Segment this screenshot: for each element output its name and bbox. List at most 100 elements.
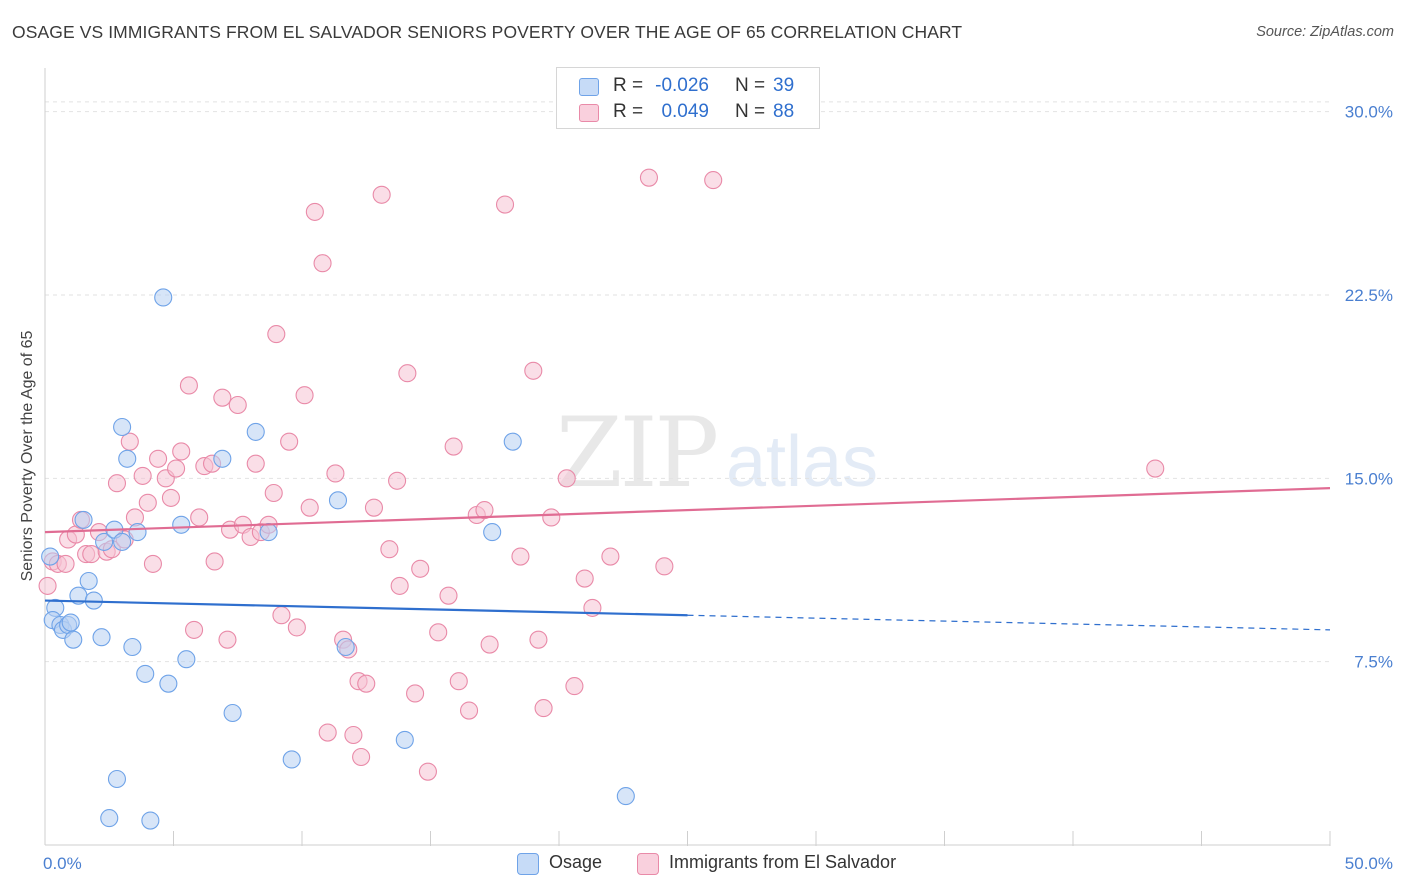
legend-swatch-osage: [579, 78, 599, 96]
osage-point: [172, 515, 191, 534]
osage-point: [154, 288, 173, 307]
el-salvador-point: [352, 747, 371, 767]
osage-point: [123, 637, 142, 657]
el-salvador-point: [138, 493, 157, 512]
el-salvador-point: [172, 442, 191, 461]
el-salvador-point: [1146, 459, 1165, 478]
series-legend: Osage Immigrants from El Salvador: [0, 851, 1406, 879]
el-salvador-point: [529, 630, 548, 649]
osage-point: [92, 628, 111, 647]
el-salvador-point: [305, 202, 324, 221]
el-salvador-point: [185, 620, 204, 639]
el-salvador-point: [444, 437, 463, 456]
legend-n-value-el-salvador: 88: [773, 101, 795, 122]
el-salvador-point: [228, 395, 247, 415]
el-salvador-point: [565, 677, 584, 696]
osage-point: [41, 547, 60, 566]
el-salvador-point: [411, 559, 430, 578]
el-salvador-point: [318, 723, 337, 742]
osage-point: [64, 630, 83, 649]
el-salvador-point: [107, 474, 127, 493]
osage-point: [61, 613, 80, 632]
el-salvador-point: [179, 376, 198, 395]
el-salvador-point: [364, 498, 384, 517]
legend-n-label: N =: [735, 101, 766, 122]
osage-point: [223, 703, 242, 723]
el-salvador-point: [534, 699, 553, 718]
stats-legend: R = -0.026 N = 39 R = 0.049 N = 88: [556, 67, 820, 129]
legend-label-osage: Osage: [549, 852, 603, 872]
el-salvador-point: [406, 684, 425, 703]
el-salvador-point: [280, 432, 299, 451]
osage-point: [141, 811, 160, 830]
el-salvador-point: [557, 469, 576, 488]
osage-point: [336, 637, 355, 657]
el-salvador-point: [449, 672, 468, 691]
el-salvador-point: [459, 701, 479, 720]
osage-point: [259, 523, 278, 542]
y-axis-label: Seniors Poverty Over the Age of 65: [19, 330, 36, 582]
el-salvador-point: [390, 576, 409, 595]
el-salvador-point: [398, 364, 417, 383]
osage-point: [136, 664, 155, 683]
el-salvador-point: [475, 501, 494, 520]
grid: [45, 101, 1330, 663]
el-salvador-point: [300, 498, 319, 517]
osage-point: [282, 750, 301, 769]
osage-point: [95, 532, 114, 551]
el-salvador-point: [511, 547, 530, 566]
axes: [44, 68, 1331, 846]
el-salvador-point: [133, 466, 152, 485]
el-salvador-point: [287, 618, 306, 637]
osage-point: [128, 523, 147, 542]
legend-r-label: R =: [613, 101, 644, 122]
osage-point: [395, 730, 414, 749]
x-tick-label-max: 50.0%: [1345, 854, 1393, 873]
y-tick-label: 15.0%: [1345, 469, 1393, 488]
el-salvador-point: [149, 449, 168, 468]
osage-point: [107, 769, 127, 789]
legend-n-value-osage: 39: [773, 75, 795, 96]
legend-r-value-el-salvador: 0.049: [661, 101, 709, 122]
el-salvador-point: [264, 483, 283, 503]
osage-point: [246, 422, 265, 441]
el-salvador-point: [495, 195, 515, 214]
el-salvador-point: [213, 388, 232, 407]
source-credit: Source: ZipAtlas.com: [1256, 24, 1394, 40]
y-tick-label: 30.0%: [1345, 103, 1393, 122]
el-salvador-point: [295, 386, 314, 405]
el-salvador-point: [246, 454, 265, 473]
el-salvador-point: [575, 569, 594, 588]
osage-point: [113, 532, 132, 551]
el-salvador-point: [38, 576, 57, 595]
el-salvador-point: [418, 762, 437, 781]
el-salvador-point: [190, 508, 209, 527]
osage-point: [213, 449, 232, 468]
el-salvador-point: [639, 168, 659, 187]
trend-line-osage: [44, 599, 688, 617]
y-tick-label: 22.5%: [1345, 286, 1393, 305]
el-salvador-point: [480, 635, 499, 654]
osage-point: [483, 523, 502, 542]
osage-point: [177, 650, 196, 669]
el-salvador-point: [357, 674, 376, 693]
el-salvador-point: [524, 361, 543, 380]
osage-point: [118, 449, 137, 468]
y-tick-label: 7.5%: [1354, 653, 1393, 672]
legend-swatch-el-salvador: [637, 853, 659, 875]
osage-point: [79, 571, 98, 591]
el-salvador-point: [143, 554, 162, 573]
legend-swatch-el-salvador: [579, 104, 599, 122]
el-salvador-point: [704, 171, 723, 190]
el-salvador-point: [267, 325, 286, 344]
el-salvador-point: [655, 557, 674, 576]
el-salvador-point: [380, 540, 399, 559]
legend-n-label: N =: [735, 75, 766, 96]
el-salvador-point: [272, 606, 291, 625]
x-tick-label-min: 0.0%: [43, 854, 82, 873]
osage-point: [159, 674, 178, 693]
legend-r-label: R =: [613, 75, 644, 96]
osage-point: [74, 510, 93, 529]
el-salvador-point: [601, 547, 620, 566]
